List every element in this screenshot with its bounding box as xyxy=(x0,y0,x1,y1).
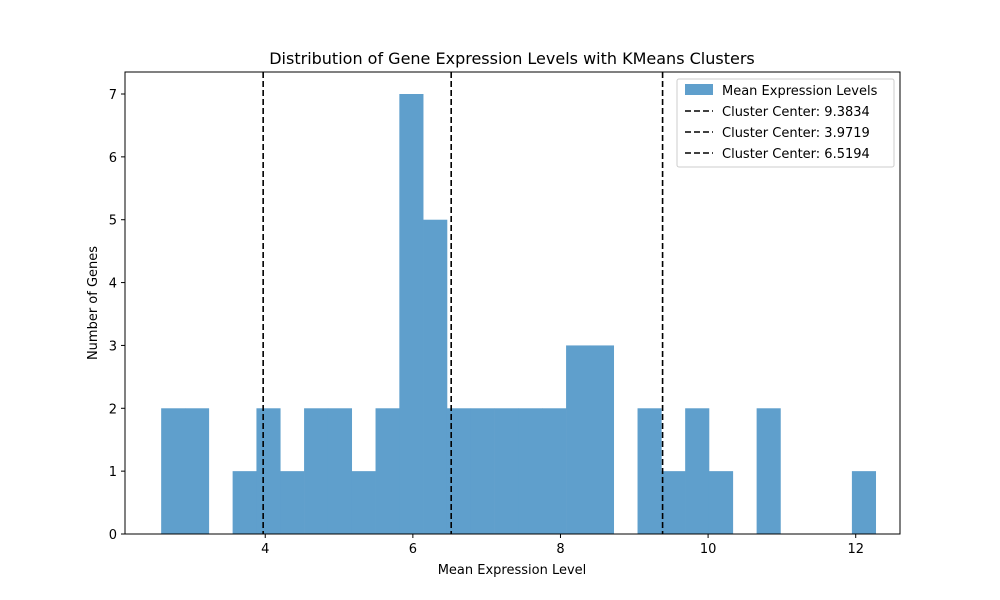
y-tick-label: 7 xyxy=(109,88,117,103)
histogram-bar xyxy=(184,408,210,534)
histogram-bar xyxy=(423,219,448,534)
histogram-bar xyxy=(256,408,281,534)
y-tick-label: 4 xyxy=(109,277,117,292)
histogram-bar xyxy=(327,408,353,534)
x-tick-label: 6 xyxy=(409,542,417,557)
histogram-bar xyxy=(351,471,376,534)
y-tick-label: 1 xyxy=(109,465,117,480)
histogram-bar xyxy=(161,408,186,534)
legend-label-mean-expression: Mean Expression Levels xyxy=(722,84,878,99)
legend-label-center-2: Cluster Center: 3.9719 xyxy=(722,126,870,141)
y-tick-label: 0 xyxy=(109,528,117,543)
histogram-bar xyxy=(685,408,710,534)
histogram-bar xyxy=(399,94,424,534)
histogram-bars xyxy=(161,94,877,534)
x-tick-label: 12 xyxy=(847,542,864,557)
histogram-bar xyxy=(661,471,686,534)
legend-label-center-1: Cluster Center: 9.3834 xyxy=(722,105,870,120)
histogram-bar xyxy=(542,408,567,534)
y-tick-label: 6 xyxy=(109,151,117,166)
y-tick-label: 3 xyxy=(109,339,117,354)
histogram-bar xyxy=(280,471,305,534)
histogram-bar xyxy=(756,408,781,534)
x-axis-label: Mean Expression Level xyxy=(438,563,587,578)
x-tick-label: 8 xyxy=(556,542,564,557)
histogram-bar xyxy=(494,408,519,534)
histogram-bar xyxy=(470,408,495,534)
legend-box xyxy=(676,78,895,168)
legend-swatch-mean-expression xyxy=(685,84,713,95)
legend: Mean Expression Levels Cluster Center: 9… xyxy=(676,78,895,168)
histogram-bar xyxy=(851,471,877,534)
x-tick-label: 10 xyxy=(700,542,717,557)
histogram-bar xyxy=(708,471,734,534)
x-tick-label: 4 xyxy=(261,542,269,557)
histogram-bar xyxy=(566,345,591,534)
y-axis-label: Number of Genes xyxy=(86,246,101,360)
histogram-bar xyxy=(375,408,400,534)
histogram-bar xyxy=(304,408,329,534)
y-tick-label: 5 xyxy=(109,214,117,229)
histogram-bar xyxy=(589,345,615,534)
histogram-bar xyxy=(637,408,662,534)
plot-frame xyxy=(124,71,901,535)
y-axis-ticks: 0 1 2 3 4 5 6 7 xyxy=(109,88,125,543)
y-tick-label: 2 xyxy=(109,402,117,417)
histogram-bar xyxy=(518,408,543,534)
x-axis-ticks: 4 6 8 10 12 xyxy=(261,534,864,557)
legend-label-center-3: Cluster Center: 6.5194 xyxy=(722,147,870,162)
chart-title: Distribution of Gene Expression Levels w… xyxy=(269,49,755,68)
histogram-bar xyxy=(232,471,257,534)
cluster-center-lines xyxy=(262,72,664,534)
